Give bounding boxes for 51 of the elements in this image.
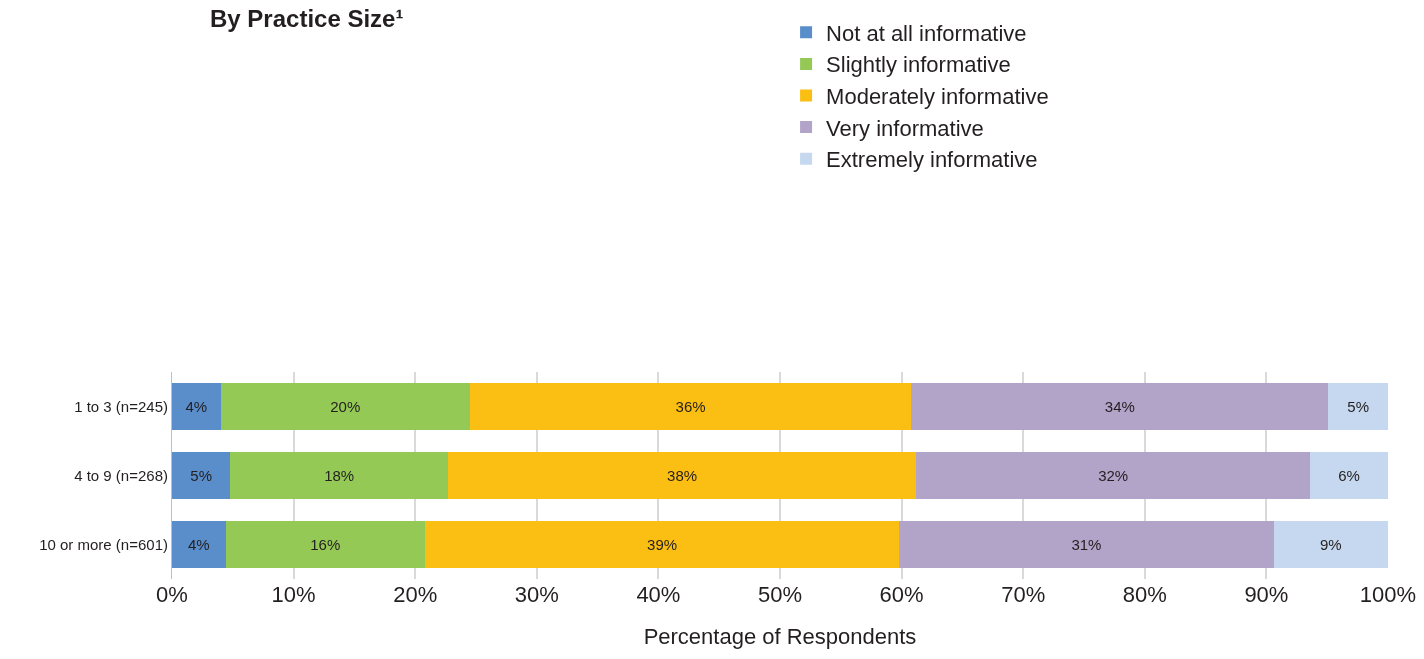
x-tick-label: 40% [636,582,681,607]
bar [1328,383,1388,430]
bar [469,383,912,430]
x-axis-title: Percentage of Respondents [643,623,917,649]
bar [424,521,900,568]
x-tick-label: 10% [271,582,316,607]
data-label: 5% [1347,398,1370,415]
y-tick-label: 4 to 9 (n=268) [74,466,168,484]
x-tick-label: 50% [757,582,803,607]
bar [899,521,1274,568]
data-label: 18% [324,467,355,484]
data-label: 31% [1071,536,1102,553]
legend-label: Slightly informative [826,52,1011,78]
x-tick-label: 60% [879,582,924,607]
data-label: 36% [675,398,706,415]
bar [172,383,221,430]
legend-label: Extremely informative [826,147,1038,173]
bar [911,383,1329,430]
data-label: 9% [1320,536,1342,553]
y-tick-label: 1 to 3 (n=245) [74,397,168,415]
x-tick-label: 20% [393,582,438,607]
bar [1310,452,1388,499]
chart-title: By Practice Size¹ [210,4,404,32]
legend-label: Very informative [826,115,984,141]
data-label: 4% [187,536,210,553]
data-label: 4% [185,398,208,415]
bar [448,452,917,499]
x-tick-label: 90% [1244,582,1289,607]
data-label: 38% [667,467,698,484]
bar [1273,521,1388,568]
legend-label: Moderately informative [826,84,1049,110]
bar [172,521,226,568]
data-label: 39% [647,536,678,553]
x-tick-label: 100% [1359,582,1417,607]
x-tick-label: 80% [1122,582,1167,607]
x-tick-label: 0% [156,582,188,607]
bar [916,452,1311,499]
data-label: 20% [330,398,361,415]
bar [230,452,449,499]
data-label: 16% [310,536,341,553]
x-tick-label: 30% [514,582,559,607]
legend-label: Not at all informative [826,20,1027,46]
bar [172,452,231,499]
x-tick-label: 70% [1001,582,1046,607]
data-label: 5% [190,467,213,484]
bar [225,521,425,568]
data-label: 32% [1098,467,1129,484]
data-label: 34% [1104,398,1135,415]
data-label: 6% [1338,467,1360,484]
bar [220,383,470,430]
y-tick-label: 10 or more (n=601) [39,535,168,553]
